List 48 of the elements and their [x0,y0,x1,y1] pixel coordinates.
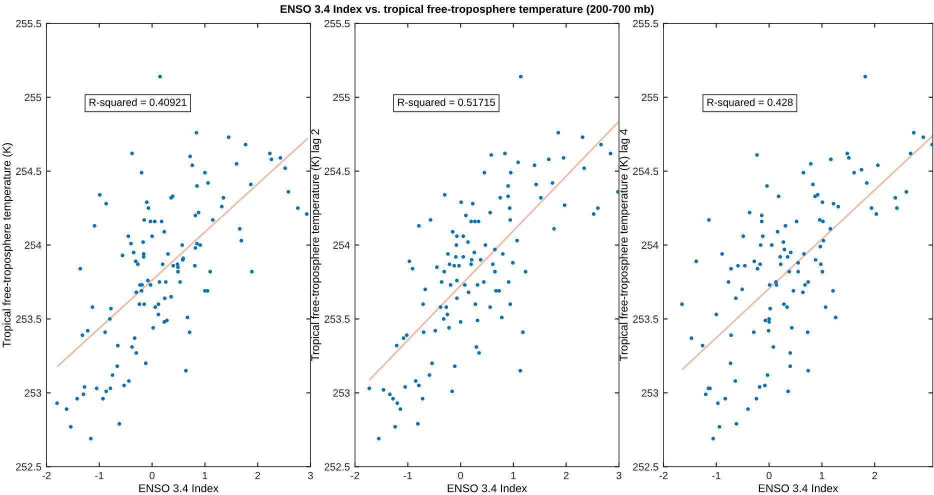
x-axis-title: ENSO 3.4 Index [758,484,838,492]
x-tick-label: -2 [350,472,360,480]
annotation: R-squared = 0.40921 [90,98,186,108]
y-tick-label: 253 [333,389,350,397]
y-tick-label: 255 [24,94,42,102]
x-tick-label: -1 [95,472,104,480]
x-axis-title: ENSO 3.4 Index [448,484,528,492]
x-tick-label: -2 [42,472,51,480]
annotation: R-squared = 0.428 [707,98,793,108]
y-tick-label: 255.5 [324,20,350,28]
x-tick-label: 2 [872,472,878,480]
y-tick-label: 254.5 [16,168,42,176]
y-axis-title: Tropical free-troposphere temperature (K) lag 2 [310,129,322,361]
x-tick-label: -1 [712,472,720,480]
y-axis-title: Tropical free-troposphere temperature (K) lag 4 [619,129,630,361]
y-tick-label: 252.5 [324,463,350,471]
annotation: R-squared = 0.51715 [398,98,495,108]
y-tick-label: 254 [24,242,42,249]
y-tick-label: 253.5 [324,315,350,323]
y-tick-label: 252.5 [633,463,658,471]
y-axis-title: Tropical free-troposphere temperature (K) [2,143,13,348]
chart-title: ENSO 3.4 Index vs. tropical free-troposphere temperature (200-700 mb) [280,4,654,16]
y-tick-label: 254.5 [633,168,658,176]
y-tick-label: 254.5 [324,168,350,176]
x-tick-label: 0 [150,472,155,480]
x-tick-label: -1 [404,472,412,480]
y-tick-label: 255 [642,94,658,102]
x-axis-title: ENSO 3.4 Index [139,484,219,492]
x-tick-label: -2 [659,472,668,480]
x-tick-label: 0 [458,472,464,480]
x-tick-label: 2 [564,472,569,480]
x-tick-label: 1 [511,472,516,480]
y-tick-label: 254 [333,242,350,249]
x-tick-label: 3 [308,472,313,480]
y-tick-label: 253.5 [633,315,658,323]
x-tick-label: 1 [202,472,208,480]
y-tick-label: 252.5 [16,463,42,471]
y-tick-label: 255 [333,94,350,102]
x-tick-label: 1 [820,472,824,480]
y-tick-label: 255.5 [16,20,42,28]
y-tick-label: 253.5 [16,315,42,323]
y-tick-label: 255.5 [633,20,658,28]
y-tick-label: 254 [642,242,658,249]
y-tick-label: 253 [24,389,42,397]
x-tick-label: 2 [255,472,260,480]
y-tick-label: 253 [642,389,658,397]
x-tick-label: 0 [766,472,772,480]
x-tick-label: 3 [616,472,622,480]
